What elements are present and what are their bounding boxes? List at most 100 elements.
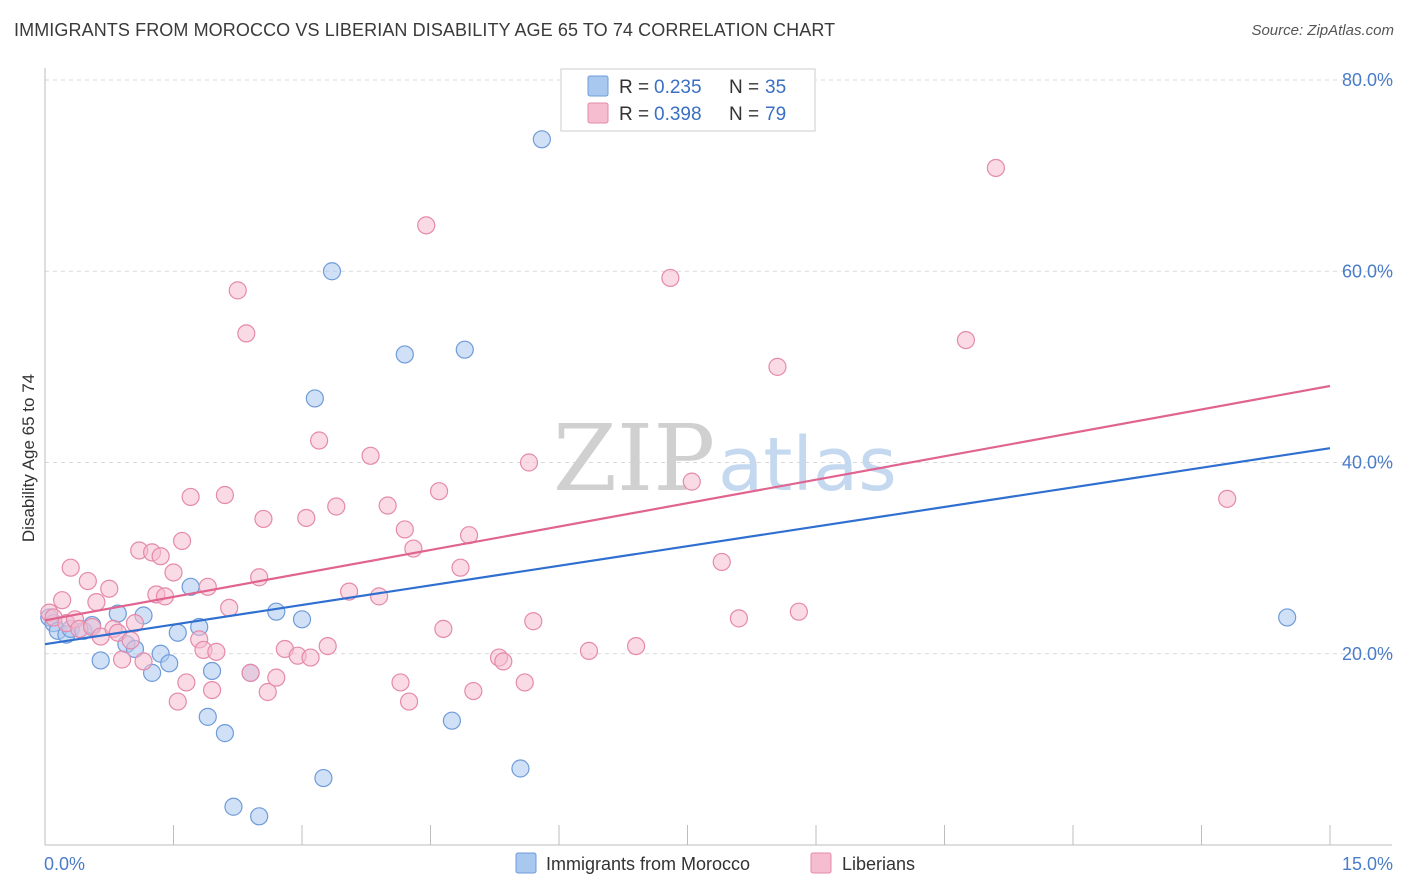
y-tick-labels: 20.0% 40.0% 60.0% 80.0% (1342, 70, 1393, 664)
x-tick-labels: 0.0% 15.0% (44, 854, 1393, 874)
legend-r-value-1: 0.235 (654, 77, 702, 98)
pink-data-point (370, 587, 389, 606)
pink-data-point (986, 158, 1006, 178)
blue-data-point (532, 130, 551, 149)
pink-data-point (172, 531, 192, 551)
pink-data-point (395, 520, 414, 539)
pink-data-point (215, 485, 234, 505)
pink-data-point (301, 648, 320, 667)
pink-data-point (121, 631, 140, 650)
watermark-zip: ZIP (553, 405, 715, 512)
y-tick-label: 20.0% (1342, 644, 1393, 664)
blue-data-point (314, 768, 333, 788)
y-axis-label: Disability Age 65 to 74 (19, 374, 38, 542)
pink-data-point (464, 681, 483, 701)
blue-data-point (168, 623, 187, 642)
pink-data-point (318, 636, 337, 656)
pink-data-point (241, 663, 260, 682)
pink-data-point (202, 680, 222, 700)
legend-swatch-pink (587, 102, 609, 124)
pink-data-point (177, 673, 196, 692)
stats-legend: R = 0.235 N = 35 R = 0.398 N = 79 (560, 68, 816, 132)
pink-data-point (434, 619, 453, 638)
pink-data-point (682, 472, 701, 491)
legend-r-label-1: R = (619, 77, 649, 98)
blue-data-point (202, 661, 222, 681)
pink-data-point (579, 641, 599, 660)
pink-data-point (429, 482, 449, 501)
blue-data-point (160, 654, 179, 673)
blue-data-point (215, 724, 234, 743)
pink-data-point (134, 652, 153, 671)
scatter-points (40, 130, 1297, 826)
pink-data-point (515, 673, 534, 692)
pink-data-point (164, 563, 183, 582)
bottom-legend-swatch-pink (810, 852, 832, 874)
bottom-legend-swatch-blue (515, 852, 537, 874)
y-tick-label: 80.0% (1342, 70, 1393, 90)
blue-data-point (292, 610, 312, 629)
pink-data-point (378, 496, 397, 515)
pink-data-point (87, 593, 106, 612)
legend-n-label-1: N = (729, 77, 759, 98)
blue-data-point (250, 807, 269, 826)
pink-data-point (297, 508, 316, 528)
pink-data-point (956, 331, 976, 350)
pink-data-point (100, 579, 119, 598)
pink-data-point (258, 682, 277, 702)
pink-data-point (181, 487, 200, 507)
gridlines (45, 79, 1392, 655)
trend-lines (44, 384, 1331, 646)
pink-data-point (267, 668, 286, 687)
pink-data-point (1218, 489, 1237, 508)
pink-data-point (254, 509, 273, 529)
pink-data-point (399, 692, 419, 711)
pink-data-point (151, 547, 170, 566)
source-label: Source: ZipAtlas.com (1251, 22, 1394, 39)
pink-data-point (61, 558, 80, 577)
legend-n-value-2: 79 (765, 104, 786, 125)
pink-data-point (729, 609, 749, 628)
blue-data-point (442, 711, 462, 730)
blue-data-point (91, 651, 110, 670)
pink-data-point (524, 612, 543, 631)
blue-data-point (1278, 608, 1297, 627)
pink-data-point (661, 268, 680, 288)
pink-data-point (125, 614, 145, 633)
pink-trend-line (44, 384, 1331, 622)
blue-data-point (511, 759, 530, 778)
x-tick-label: 0.0% (44, 854, 85, 874)
pink-data-point (712, 552, 731, 572)
pink-data-point (768, 357, 787, 376)
pink-data-point (417, 216, 436, 235)
blue-data-point (198, 707, 217, 726)
blue-data-point (455, 340, 474, 359)
pink-data-point (391, 673, 410, 692)
blue-data-point (395, 345, 414, 364)
pink-data-point (53, 591, 72, 610)
watermark-atlas: atlas (718, 422, 897, 508)
pink-data-point (220, 598, 239, 617)
legend-n-value-1: 35 (765, 77, 786, 98)
pink-data-point (327, 497, 346, 516)
pink-data-point (494, 652, 513, 671)
y-tick-label: 60.0% (1342, 261, 1393, 281)
pink-data-point (228, 281, 247, 300)
blue-data-point (305, 389, 324, 408)
series-legend: Immigrants from Morocco Liberians (515, 852, 915, 874)
chart-title: IMMIGRANTS FROM MOROCCO VS LIBERIAN DISA… (14, 20, 836, 40)
legend-r-value-2: 0.398 (654, 104, 702, 125)
legend-r-label-2: R = (619, 104, 649, 125)
bottom-legend-label-blue: Immigrants from Morocco (546, 854, 750, 874)
axes (44, 68, 1392, 846)
y-tick-label: 40.0% (1342, 453, 1393, 473)
bottom-legend-label-pink: Liberians (842, 854, 915, 874)
pink-data-point (112, 650, 132, 669)
pink-data-point (237, 324, 256, 343)
pink-data-point (789, 602, 808, 621)
blue-data-point (224, 797, 243, 816)
legend-swatch-blue (587, 75, 609, 97)
pink-data-point (310, 431, 329, 450)
pink-data-point (78, 571, 97, 591)
